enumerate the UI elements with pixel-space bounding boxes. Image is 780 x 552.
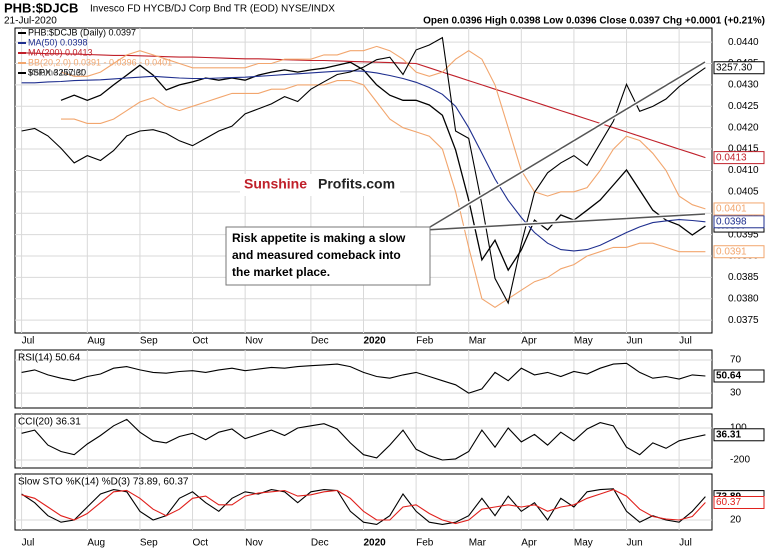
annotation: Risk appetite is making a slow (232, 231, 406, 245)
legend-label: $SPX 3257.30 (28, 67, 86, 77)
y-tick-label: 0.0395 (728, 229, 759, 240)
x-tick-label: Mar (469, 336, 487, 347)
legend-label: MA(50) 0.0398 (28, 37, 88, 47)
x-tick-label: Oct (193, 336, 209, 347)
x-tick-label: Sep (140, 336, 158, 347)
x-tick-label: Aug (87, 336, 105, 347)
y-tick-label: 0.0420 (728, 122, 759, 133)
trendline (424, 213, 706, 231)
panel-title: RSI(14) 50.64 (18, 353, 81, 364)
y-tick-label: 100 (730, 423, 747, 434)
y-tick-label: 0.0385 (728, 272, 759, 283)
x-tick-label: Jul (679, 538, 692, 549)
x-tick-label: Jul (22, 336, 35, 347)
value-box (713, 215, 765, 229)
legend-label: MA(200) 0.0413 (28, 47, 93, 57)
series-line (21, 489, 706, 525)
panel-title: Slow STO %K(14) %D(3) 73.89, 60.37 (18, 477, 189, 488)
series-line (60, 61, 706, 272)
series-line (60, 45, 706, 210)
x-tick-label: May (574, 538, 593, 549)
x-tick-label: Nov (245, 538, 263, 549)
x-tick-label: Oct (193, 538, 209, 549)
value-label: 50.64 (716, 371, 741, 382)
x-tick-label: Jun (627, 336, 643, 347)
x-tick-label: Feb (416, 336, 434, 347)
legend-label: BB(20,2.0) 0.0391 - 0.0396 - 0.0401 (28, 57, 172, 67)
series-line (61, 80, 706, 308)
trendline (424, 61, 706, 231)
x-tick-label: Jun (627, 538, 643, 549)
value-label: 0.0391 (716, 246, 747, 257)
x-tick-label: Feb (416, 538, 434, 549)
x-tick-label: May (574, 336, 593, 347)
y-tick-label: 70 (730, 355, 742, 366)
chart-title: PHB:$DJCB (4, 0, 78, 15)
value-box (713, 245, 765, 259)
chart-subtitle: Invesco FD HYCB/DJ Corp Bnd TR (EOD) NYS… (90, 4, 335, 15)
series-line (21, 488, 706, 525)
value-label: 0.0413 (716, 152, 747, 163)
x-tick-label: Jul (22, 538, 35, 549)
quote: Open 0.0396 High 0.0398 Low 0.0396 Close… (423, 16, 765, 27)
y-tick-label: 0.0410 (728, 165, 759, 176)
x-tick-label: 2020 (364, 336, 387, 347)
x-tick-label: Dec (311, 538, 329, 549)
watermark-box (240, 174, 400, 196)
annotation: and measured comeback into (232, 248, 401, 262)
y-tick-label: 0.0440 (728, 37, 759, 48)
value-label: 0.0398 (716, 216, 747, 227)
watermark: Sunshine (244, 176, 307, 192)
series-line (21, 36, 706, 305)
y-tick-label: 0.0375 (728, 315, 759, 326)
y-tick-label: 30 (730, 388, 742, 399)
legend-label: PHB:$DCJB (Daily) 0.0397 (28, 27, 136, 37)
panel-title: CCI(20) 36.31 (18, 417, 81, 428)
watermark: Profits.com (318, 176, 395, 192)
series-line (21, 70, 706, 252)
value-box (713, 369, 765, 383)
y-tick-label: 0.0380 (728, 293, 759, 304)
value-box (713, 495, 765, 509)
annotation-box (225, 226, 431, 286)
value-label: 0.0401 (716, 204, 747, 215)
x-tick-label: Apr (521, 538, 537, 549)
value-box (713, 61, 765, 75)
x-tick-label: Dec (311, 336, 329, 347)
x-tick-label: Jul (679, 336, 692, 347)
value-label: 60.37 (716, 497, 741, 508)
x-tick-label: Apr (521, 336, 537, 347)
series-line (21, 418, 706, 461)
x-tick-label: Sep (140, 538, 158, 549)
y-tick-label: 0.0415 (728, 144, 759, 155)
legend-label: Volume undef (28, 67, 84, 77)
y-tick-label: 20 (730, 515, 742, 526)
x-tick-label: 2020 (364, 538, 387, 549)
series-line (21, 52, 706, 159)
y-tick-label: 0.0405 (728, 186, 759, 197)
series-line (21, 362, 706, 394)
y-tick-label: 0.0430 (728, 80, 759, 91)
x-tick-label: Aug (87, 538, 105, 549)
value-box (713, 202, 765, 216)
value-label: 36.31 (716, 429, 741, 440)
value-label: 3257.30 (716, 62, 753, 73)
x-tick-label: Mar (469, 538, 487, 549)
y-tick-label: 0.0425 (728, 101, 759, 112)
date: 21-Jul-2020 (4, 16, 57, 27)
annotation: the market place. (232, 265, 330, 279)
y-tick-label: -200 (730, 455, 750, 466)
value-box (713, 151, 765, 165)
x-tick-label: Nov (245, 336, 263, 347)
value-box (713, 428, 765, 442)
